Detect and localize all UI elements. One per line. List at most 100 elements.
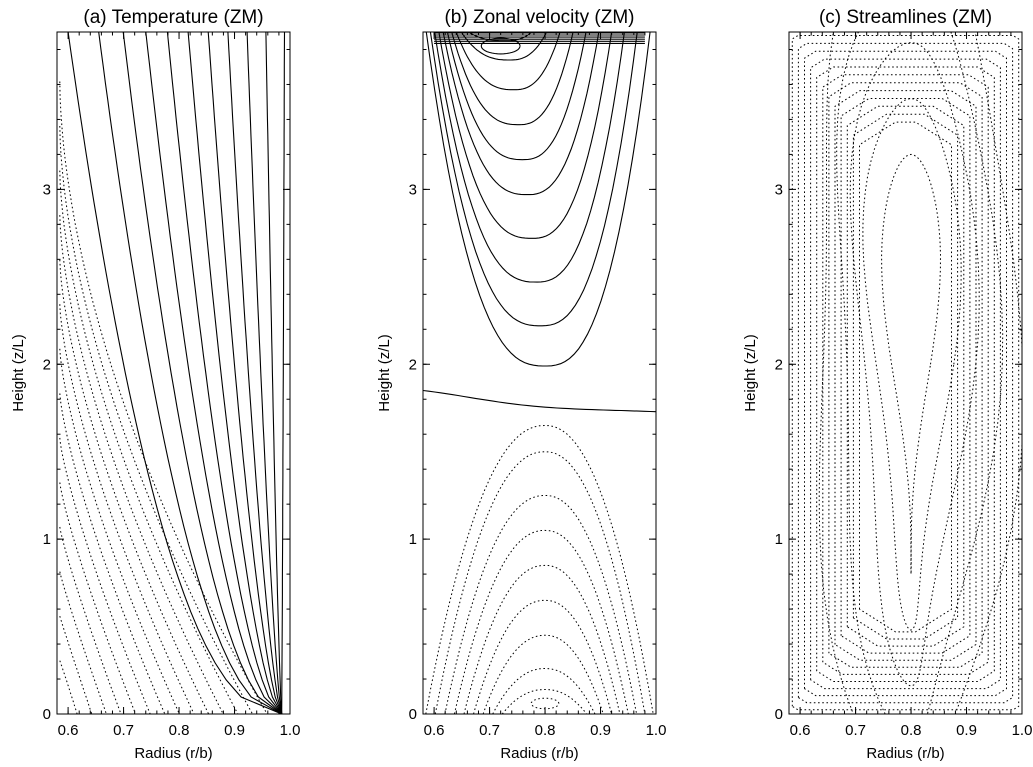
solid-contour	[460, 32, 548, 61]
solid-contour	[122, 32, 283, 714]
solid-contour	[281, 32, 286, 714]
dotted-contour	[453, 529, 629, 714]
x-axis-label: Radius (r/b)	[866, 745, 944, 762]
solid-contour	[166, 32, 283, 714]
dotted-streamline	[849, 41, 980, 687]
solid-contour	[434, 32, 625, 283]
y-tick-label: 1	[409, 531, 417, 548]
dotted-streamline	[818, 32, 1022, 714]
x-tick-label: 1.0	[1012, 722, 1033, 739]
dotted-contour	[59, 215, 224, 714]
y-tick-label: 3	[775, 181, 783, 198]
x-tick-label: 0.6	[424, 722, 445, 739]
dotted-streamline	[862, 97, 962, 631]
dotted-contour	[482, 634, 604, 714]
solid-contour	[442, 32, 600, 196]
y-tick-label: 1	[43, 531, 51, 548]
y-axis-label: Height (z/L)	[376, 334, 393, 412]
solid-contour	[98, 32, 282, 714]
dotted-streamline	[791, 35, 1020, 711]
dotted-contour	[59, 571, 107, 714]
solid-contour	[145, 32, 283, 714]
x-axis-label: Radius (r/b)	[500, 745, 578, 762]
dotted-streamline	[804, 50, 1007, 697]
dotted-contour	[463, 564, 621, 714]
solid-contour	[265, 32, 283, 714]
x-tick-label: 0.7	[845, 722, 866, 739]
x-tick-label: 0.8	[901, 722, 922, 739]
y-tick-label: 0	[43, 706, 51, 723]
solid-contour	[227, 32, 283, 714]
solid-contour	[246, 32, 283, 714]
x-tick-label: 1.0	[646, 722, 667, 739]
dotted-contour	[59, 615, 93, 714]
dotted-contour	[59, 304, 195, 714]
contour-group	[791, 32, 1022, 714]
dotted-streamline	[797, 42, 1014, 704]
dotted-contour	[59, 437, 151, 714]
solid-contour	[67, 32, 282, 714]
x-tick-label: 0.7	[479, 722, 500, 739]
x-tick-label: 0.6	[58, 722, 79, 739]
x-tick-label: 0.9	[956, 722, 977, 739]
plot-frame	[788, 31, 1023, 715]
dotted-contour	[473, 599, 613, 714]
solid-contour	[207, 32, 283, 714]
y-tick-label: 3	[43, 181, 51, 198]
dotted-streamline	[846, 105, 965, 647]
panel-streamlines: 0.6 0.7 0.8 0.9 1.0 0 1 2 3 (c) Streamlines (ZM) R…	[742, 7, 1033, 762]
solid-contour	[455, 32, 561, 91]
x-tick-label: 0.6	[790, 722, 811, 739]
dotted-contour	[59, 125, 253, 714]
dotted-contour	[59, 393, 166, 714]
dotted-streamline	[840, 98, 971, 654]
contour-group	[423, 32, 656, 714]
dotted-contour	[492, 668, 596, 714]
dotted-contour	[501, 689, 588, 714]
panel-title: (c) Streamlines (ZM)	[819, 7, 992, 28]
dotted-streamline	[828, 82, 983, 668]
y-tick-label: 0	[409, 706, 417, 723]
x-axis-label: Radius (r/b)	[134, 745, 212, 762]
x-tick-label: 0.9	[590, 722, 611, 739]
y-tick-label: 1	[775, 531, 783, 548]
y-axis-label: Height (z/L)	[10, 334, 27, 412]
zero-contour	[423, 389, 656, 413]
solid-contour	[446, 32, 587, 161]
panel-title: (a) Temperature (ZM)	[83, 7, 263, 28]
y-axis-label: Height (z/L)	[742, 334, 759, 412]
dotted-contour	[434, 451, 646, 714]
y-tick-label: 2	[775, 356, 783, 373]
dotted-contour	[59, 482, 137, 714]
dotted-streamline	[881, 153, 942, 575]
dotted-contour	[59, 660, 78, 714]
dotted-contour	[530, 697, 560, 710]
panel-zonal-velocity: 0.6 0.7 0.8 0.9 1.0 0 1 2 3 (b) Zonal velocity (Z…	[376, 7, 666, 762]
dotted-streamline	[836, 32, 1004, 714]
y-tick-label: 2	[43, 356, 51, 373]
contour-group	[59, 32, 286, 714]
y-tick-label: 2	[409, 356, 417, 373]
panel-title: (b) Zonal velocity (ZM)	[444, 7, 634, 28]
plot-frame	[422, 31, 657, 715]
dotted-contour	[59, 170, 239, 714]
x-tick-label: 0.9	[224, 722, 245, 739]
dotted-contour	[59, 259, 210, 714]
y-tick-label: 3	[409, 181, 417, 198]
plot-frame	[56, 31, 291, 715]
dotted-contour	[59, 526, 122, 714]
dotted-streamline	[822, 74, 989, 675]
x-tick-label: 0.8	[535, 722, 556, 739]
solid-contour	[425, 32, 651, 367]
dotted-streamline	[810, 58, 1001, 690]
dotted-contour	[59, 81, 268, 714]
x-tick-label: 1.0	[280, 722, 301, 739]
dotted-contour	[444, 494, 638, 714]
solid-contour	[438, 32, 613, 239]
dotted-streamline	[834, 90, 977, 661]
x-tick-label: 0.8	[169, 722, 190, 739]
panel-temperature: 0.6 0.7 0.8 0.9 1.0 0 1 2 3 (a) Temperature (ZM) R…	[10, 7, 300, 762]
x-tick-label: 0.7	[113, 722, 134, 739]
solid-contour	[187, 32, 283, 714]
